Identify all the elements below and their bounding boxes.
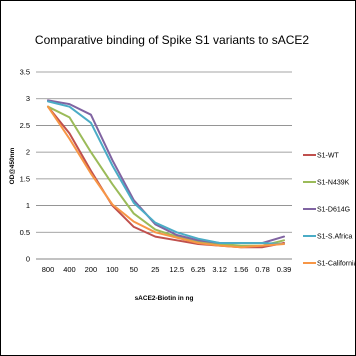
- legend: S1-WT S1-N439K S1-D614G S1-S.Africa S1-Calif…: [303, 153, 356, 268]
- series-line-s1-s-africa: [47, 100, 285, 245]
- x-tick-label: 6.25: [191, 265, 206, 274]
- x-tick-label: 3.12: [212, 265, 227, 274]
- chart-title: Comparative binding of Spike S1 variants…: [35, 33, 309, 47]
- y-tick-label: 2.5: [20, 121, 30, 130]
- x-tick-label: 12.5: [169, 265, 184, 274]
- series-lines: [47, 99, 285, 249]
- x-tick-label: 100: [106, 265, 119, 274]
- x-tick-label: 0.78: [255, 265, 270, 274]
- x-tick-label: 0.39: [277, 265, 292, 274]
- y-tick-label: 1.5: [20, 174, 30, 183]
- series-line-s1-n439k: [47, 105, 285, 247]
- x-tick-labels: 800 400 200 100 50 25 12.5 6.25 3.12 1.56 0.78 0.39: [42, 265, 292, 274]
- gridlines: [36, 71, 292, 233]
- legend-label: S1-N439K: [317, 180, 350, 187]
- x-axis-label: sACE2-Biotin in ng: [135, 295, 194, 302]
- x-tick-label: 25: [151, 265, 159, 274]
- x-tick-label: 800: [42, 265, 55, 274]
- y-tick-label: 1: [26, 201, 30, 210]
- x-tick-label: 1.56: [234, 265, 249, 274]
- y-tick-labels: 0 0.5 1 1.5 2 2.5 3 3.5: [20, 68, 30, 264]
- series-line-s1-wt: [47, 105, 285, 249]
- x-tick-label: 200: [85, 265, 98, 274]
- legend-label: S1-WT: [317, 153, 340, 160]
- y-tick-label: 3: [26, 94, 30, 103]
- series-line-s1-d614g: [47, 99, 285, 244]
- y-tick-label: 2: [26, 148, 30, 157]
- y-tick-label: 0.5: [20, 228, 30, 237]
- series-line-s1-california: [47, 105, 285, 249]
- y-tick-label: 3.5: [20, 68, 30, 77]
- legend-label: S1-S.Africa: [317, 234, 353, 241]
- x-tick-label: 400: [63, 265, 76, 274]
- y-axis-label: OD@450nm: [9, 147, 16, 184]
- legend-label: S1-California: [317, 261, 356, 268]
- x-tick-label: 50: [130, 265, 138, 274]
- y-tick-label: 0: [26, 255, 30, 264]
- legend-label: S1-D614G: [317, 207, 350, 214]
